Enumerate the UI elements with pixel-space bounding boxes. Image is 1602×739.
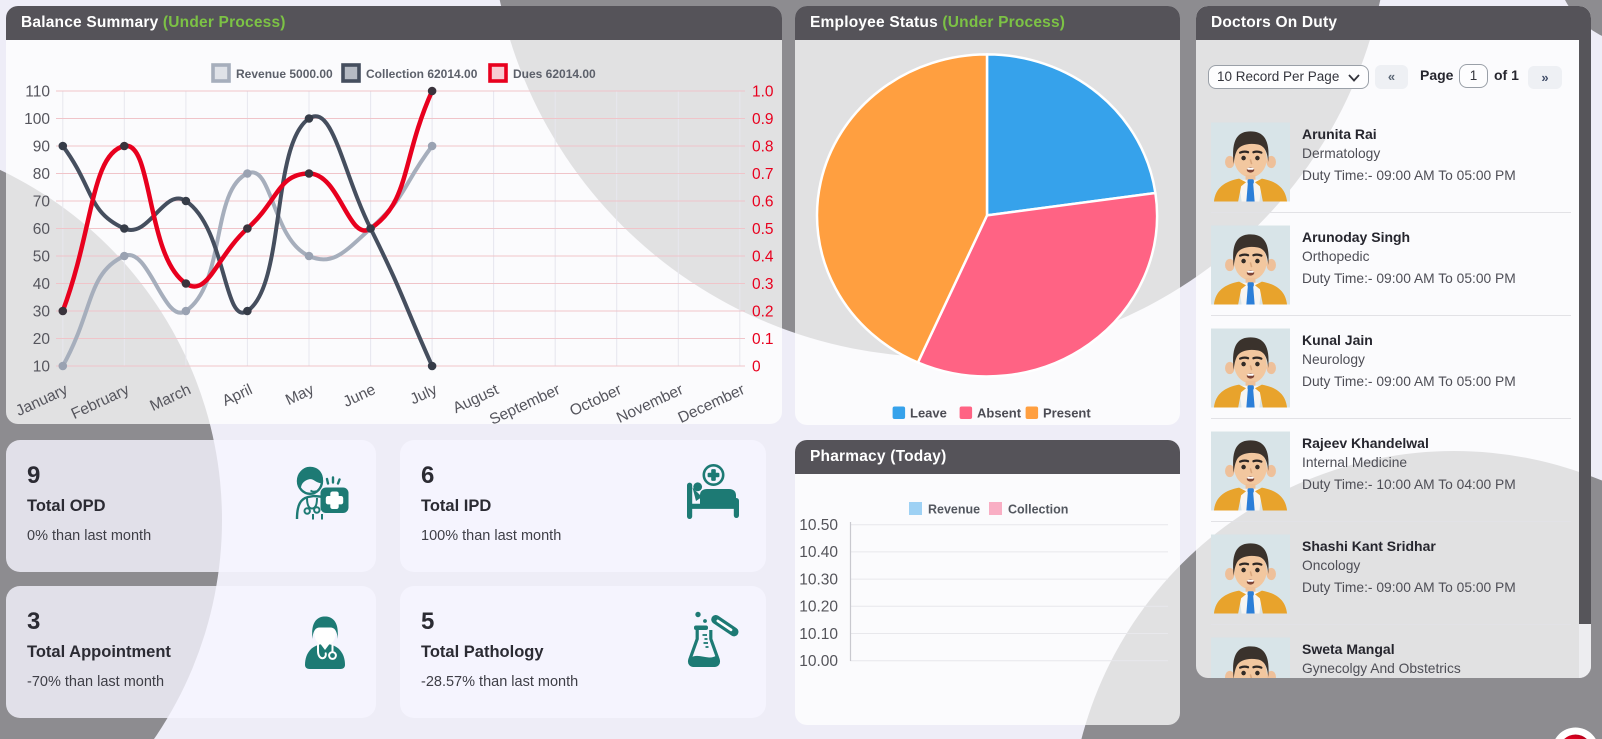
svg-text:10.20: 10.20 xyxy=(799,599,838,616)
svg-text:Present: Present xyxy=(1043,406,1091,421)
svg-text:90: 90 xyxy=(33,139,51,156)
svg-text:June: June xyxy=(341,381,379,411)
svg-text:70: 70 xyxy=(33,194,51,211)
svg-text:November: November xyxy=(614,381,686,424)
svg-text:1.0: 1.0 xyxy=(752,84,774,101)
svg-text:10.50: 10.50 xyxy=(799,517,838,534)
svg-text:Collection 62014.00: Collection 62014.00 xyxy=(366,67,478,81)
svg-text:Dues 62014.00: Dues 62014.00 xyxy=(513,67,596,81)
svg-text:April: April xyxy=(220,381,255,410)
svg-text:50: 50 xyxy=(33,249,51,266)
svg-text:10.30: 10.30 xyxy=(799,571,838,588)
svg-text:February: February xyxy=(69,381,133,423)
svg-text:Collection: Collection xyxy=(1008,503,1068,517)
svg-text:Revenue 5000.00: Revenue 5000.00 xyxy=(236,67,333,81)
svg-text:0.8: 0.8 xyxy=(752,139,774,156)
svg-text:100: 100 xyxy=(24,111,50,128)
svg-text:0.5: 0.5 xyxy=(752,221,774,238)
svg-text:10: 10 xyxy=(33,359,51,376)
svg-text:80: 80 xyxy=(33,166,51,183)
svg-text:0.9: 0.9 xyxy=(752,111,774,128)
svg-text:May: May xyxy=(283,381,317,409)
svg-text:December: December xyxy=(676,381,748,424)
svg-text:10.00: 10.00 xyxy=(799,653,838,670)
svg-text:0: 0 xyxy=(752,359,761,376)
svg-text:0.2: 0.2 xyxy=(752,304,774,321)
svg-text:0.3: 0.3 xyxy=(752,276,774,293)
svg-text:0.1: 0.1 xyxy=(752,331,774,348)
svg-text:Revenue: Revenue xyxy=(928,503,980,517)
svg-text:60: 60 xyxy=(33,221,51,238)
svg-text:10.10: 10.10 xyxy=(799,626,838,643)
svg-text:40: 40 xyxy=(33,276,51,293)
svg-text:Leave: Leave xyxy=(910,406,947,421)
svg-text:January: January xyxy=(13,381,70,420)
svg-text:0.4: 0.4 xyxy=(752,249,774,266)
svg-text:July: July xyxy=(408,381,440,408)
svg-text:March: March xyxy=(147,381,193,415)
svg-text:20: 20 xyxy=(33,331,51,348)
svg-text:0.6: 0.6 xyxy=(752,194,774,211)
svg-text:0.7: 0.7 xyxy=(752,166,774,183)
svg-text:September: September xyxy=(487,381,563,424)
svg-text:10.40: 10.40 xyxy=(799,544,838,561)
svg-text:30: 30 xyxy=(33,304,51,321)
svg-text:110: 110 xyxy=(25,84,50,101)
svg-text:Absent: Absent xyxy=(977,406,1022,421)
